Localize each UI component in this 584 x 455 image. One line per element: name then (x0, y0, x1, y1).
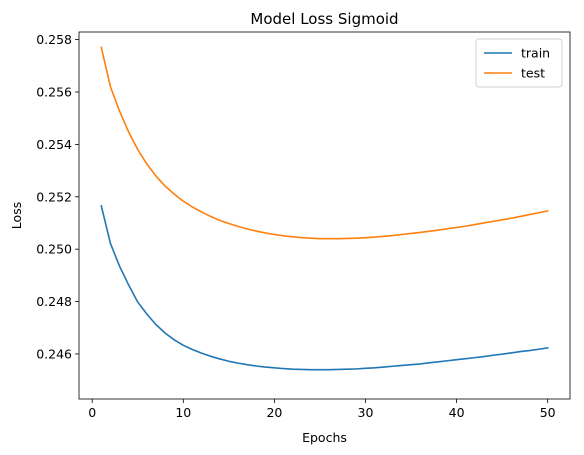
y-tick-label: 0.254 (36, 137, 72, 152)
series-line-train (100, 204, 549, 371)
x-axis-label: Epochs (302, 430, 347, 445)
x-axis-ticks: 0 10 20 30 40 50 (88, 399, 556, 420)
series-line-test (100, 46, 549, 240)
y-tick-label: 0.252 (36, 189, 72, 204)
legend-box (475, 38, 563, 88)
legend-label-test: test (521, 66, 545, 81)
y-tick-label: 0.258 (36, 32, 72, 47)
x-tick-label: 30 (358, 405, 374, 420)
x-tick-label: 50 (540, 405, 556, 420)
y-tick-label: 0.250 (36, 242, 72, 257)
y-tick-label: 0.256 (36, 84, 72, 99)
x-tick-label: 0 (88, 405, 96, 420)
plot-area (100, 46, 549, 371)
y-axis-label: Loss (9, 202, 24, 229)
chart-title: Model Loss Sigmoid (250, 10, 398, 28)
y-tick-label: 0.246 (36, 346, 72, 361)
x-tick-label: 40 (449, 405, 465, 420)
plot-frame (78, 31, 571, 400)
y-axis-ticks: 0.246 0.248 0.250 0.252 0.254 0.256 0.258 (36, 32, 79, 361)
legend-label-train: train (521, 46, 550, 61)
legend: train test (475, 38, 563, 88)
x-tick-label: 20 (266, 405, 282, 420)
y-tick-label: 0.248 (36, 294, 72, 309)
x-tick-label: 10 (175, 405, 191, 420)
